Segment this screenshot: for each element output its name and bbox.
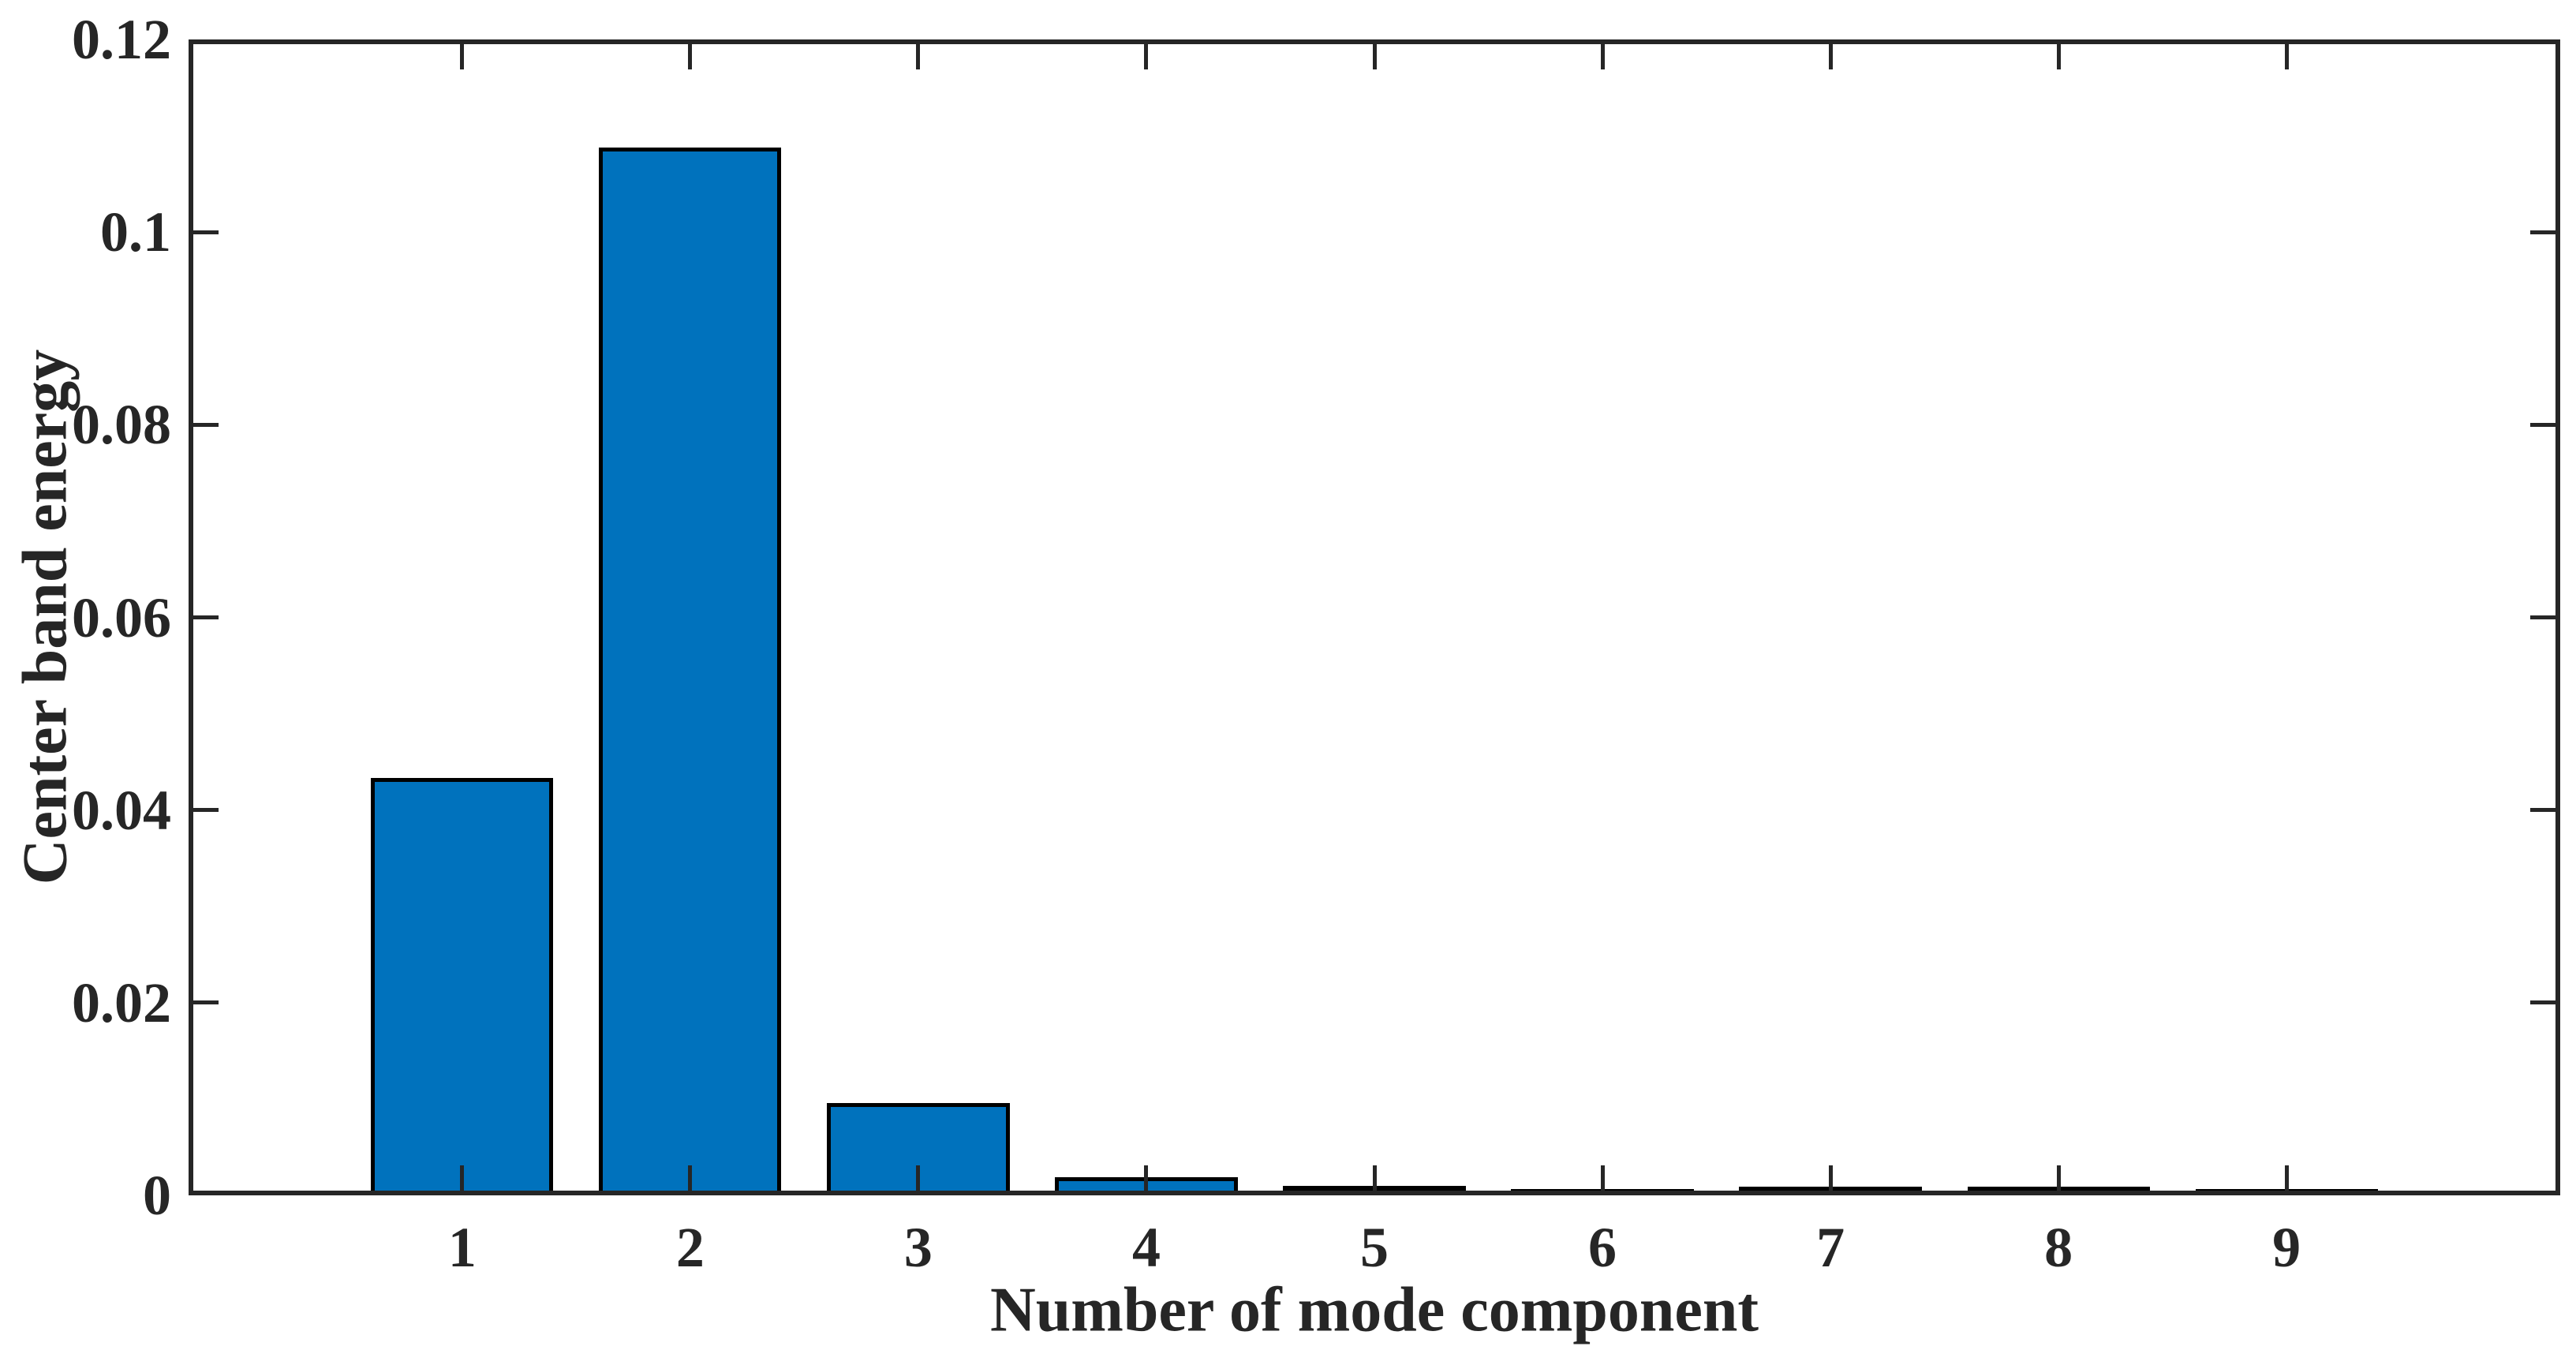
y-tick-right-0.04 xyxy=(2530,808,2555,813)
x-tick-label-6: 6 xyxy=(1588,1216,1617,1279)
x-tick-label-9: 9 xyxy=(2272,1216,2301,1279)
x-tick-label-1: 1 xyxy=(447,1216,477,1279)
x-tick-label-2: 2 xyxy=(675,1216,705,1279)
x-tick-top-2 xyxy=(688,44,693,69)
y-tick-right-0.08 xyxy=(2530,422,2555,427)
x-tick-label-7: 7 xyxy=(1816,1216,1845,1279)
y-tick-label-0.02: 0.02 xyxy=(72,970,171,1034)
x-tick-label-8: 8 xyxy=(2044,1216,2073,1279)
x-tick-top-3 xyxy=(916,44,921,69)
bar-2 xyxy=(599,147,782,1191)
x-tick-6 xyxy=(1600,1165,1605,1191)
x-tick-5 xyxy=(1372,1165,1377,1191)
x-tick-7 xyxy=(1828,1165,1833,1191)
x-tick-top-8 xyxy=(2056,44,2061,69)
x-tick-3 xyxy=(916,1165,921,1191)
x-tick-top-1 xyxy=(460,44,465,69)
y-tick-label-0.04: 0.04 xyxy=(72,778,171,842)
y-tick-0.06 xyxy=(193,615,219,619)
y-tick-right-0.1 xyxy=(2530,230,2555,234)
y-tick-0.04 xyxy=(193,808,219,813)
x-tick-top-4 xyxy=(1144,44,1149,69)
x-tick-4 xyxy=(1144,1165,1149,1191)
x-tick-top-6 xyxy=(1600,44,1605,69)
bar-1 xyxy=(371,778,554,1191)
x-axis-label: Number of mode component xyxy=(989,1275,1759,1345)
y-tick-right-0.02 xyxy=(2530,1000,2555,1005)
y-tick-label-0.08: 0.08 xyxy=(72,393,171,457)
x-tick-9 xyxy=(2284,1165,2289,1191)
x-tick-top-7 xyxy=(1828,44,1833,69)
y-tick-0.02 xyxy=(193,1000,219,1005)
x-tick-1 xyxy=(460,1165,465,1191)
x-tick-2 xyxy=(688,1165,693,1191)
y-tick-right-0.06 xyxy=(2530,615,2555,619)
y-tick-label-0: 0 xyxy=(143,1164,171,1227)
x-tick-label-3: 3 xyxy=(903,1216,933,1279)
x-tick-8 xyxy=(2056,1165,2061,1191)
x-tick-label-5: 5 xyxy=(1360,1216,1389,1279)
y-tick-label-0.1: 0.1 xyxy=(100,200,171,264)
y-tick-0.08 xyxy=(193,422,219,427)
plot-area xyxy=(189,39,2560,1195)
x-tick-label-4: 4 xyxy=(1131,1216,1161,1279)
x-tick-top-9 xyxy=(2284,44,2289,69)
x-tick-top-5 xyxy=(1372,44,1377,69)
y-tick-label-0.06: 0.06 xyxy=(72,585,171,649)
y-tick-0.1 xyxy=(193,230,219,234)
y-tick-label-0.12: 0.12 xyxy=(72,8,171,71)
